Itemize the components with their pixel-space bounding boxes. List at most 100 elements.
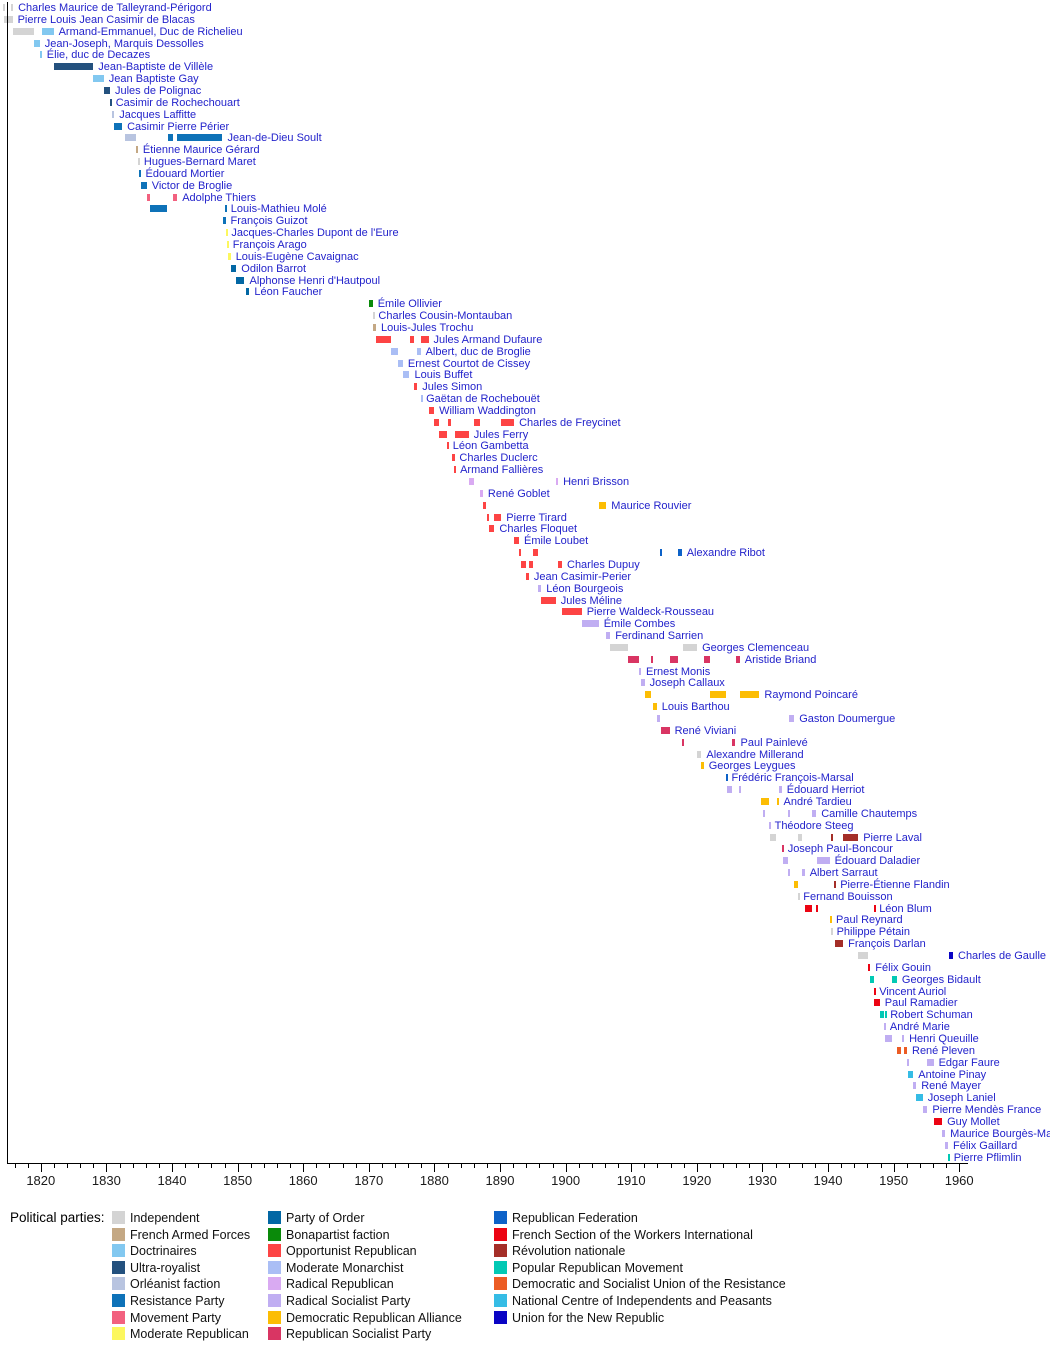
legend-label-orleanist: Orléanist faction (130, 1277, 221, 1292)
pm-name-label: Émile Loubet (524, 535, 589, 548)
pm-name-label: René Mayer (921, 1080, 982, 1093)
pm-name-label: Jean-de-Dieu Soult (227, 132, 322, 145)
term-bar (874, 999, 880, 1007)
term-bar (834, 880, 837, 888)
term-bar (843, 833, 859, 841)
legend-swatch-order (268, 1211, 281, 1224)
axis-minor-tick (841, 1164, 843, 1168)
axis-minor-tick (158, 1164, 160, 1168)
pm-name-label: Hugues-Bernard Maret (143, 156, 256, 168)
legend-swatch-unr (494, 1310, 507, 1324)
term-bar (13, 27, 34, 35)
term-bar (897, 1046, 902, 1054)
term-bar (446, 442, 449, 450)
term-bar (652, 703, 657, 711)
legend-label-bonapartist: Bonapartist faction (286, 1227, 390, 1242)
axis-minor-tick (132, 1164, 134, 1168)
term-bar (150, 205, 167, 213)
pm-name-label: René Pleven (912, 1044, 975, 1057)
term-bar (39, 51, 42, 59)
term-bar (368, 300, 373, 308)
pm-name-label: Léon Faucher (254, 286, 323, 299)
legend-swatch-rep_soc (268, 1327, 281, 1341)
term-bar (558, 560, 562, 568)
pm-name-label: Léon Bourgeois (546, 582, 624, 595)
term-bar (682, 643, 698, 651)
pm-name-label: André Tardieu (783, 795, 852, 808)
axis-minor-tick (919, 1164, 921, 1168)
axis-minor-tick (867, 1164, 869, 1168)
term-bar (701, 762, 704, 770)
legend-label-unr: Union for the New Republic (512, 1310, 665, 1325)
axis-minor-tick (605, 1164, 606, 1168)
term-bar (681, 738, 684, 746)
pm-name-label: Alexandre Millerand (706, 748, 804, 761)
term-bar (816, 857, 830, 865)
pm-name-label: William Waddington (439, 404, 536, 417)
term-bar (788, 809, 790, 817)
axis-minor-tick (736, 1164, 738, 1168)
term-bar (703, 655, 711, 663)
pm-name-label: Alphonse Henri d'Hautpoul (249, 274, 381, 287)
term-bar (927, 1058, 934, 1066)
pm-name-label: Pierre Pflimlin (953, 1151, 1022, 1164)
legend-label-radical_soc: Radical Socialist Party (286, 1294, 411, 1308)
term-bar (124, 134, 137, 142)
term-bar (236, 276, 245, 284)
pm-name-label: Robert Schuman (890, 1009, 973, 1022)
term-bar (439, 430, 447, 438)
legend-label-rep_fed: Republican Federation (512, 1211, 638, 1225)
term-bar (638, 667, 641, 675)
axis-minor-tick (198, 1164, 200, 1168)
legend-swatch-movement (112, 1310, 125, 1324)
term-bar (514, 537, 519, 545)
term-bar (769, 833, 777, 841)
axis-minor-tick (460, 1164, 462, 1168)
axis-minor-tick (224, 1164, 226, 1168)
axis-major-tick (434, 1164, 436, 1172)
axis-minor-tick (578, 1164, 580, 1168)
legend-swatch-moderate_mon (268, 1260, 281, 1274)
legend-label-rep_soc: Republican Socialist Party (286, 1327, 432, 1342)
legend-swatch-radical_rep (268, 1277, 281, 1291)
term-bar (763, 809, 766, 817)
term-bar (641, 679, 645, 687)
axis-minor-tick (395, 1164, 396, 1168)
axis-year-label: 1860 (288, 1173, 318, 1188)
pm-name-label: Henri Brisson (563, 476, 630, 488)
axis-minor-tick (814, 1164, 816, 1168)
term-bar (4, 15, 13, 23)
pm-name-label: François Guizot (230, 215, 308, 228)
term-bar (739, 691, 760, 699)
legend-label-moderate_mon: Moderate Monarchist (286, 1260, 404, 1275)
term-bar (831, 833, 834, 841)
pm-name-label: Charles de Gaulle (958, 950, 1047, 962)
term-bar (479, 489, 483, 497)
term-bar (942, 1129, 946, 1137)
term-bar (541, 596, 556, 604)
pm-name-label: Camille Chautemps (821, 807, 918, 820)
term-bar (3, 4, 6, 11)
legend-title: Political parties: (10, 1210, 105, 1225)
axis-minor-tick (250, 1164, 252, 1168)
pm-name-label: Jean-Joseph, Marquis Dessolles (44, 37, 204, 50)
term-bar (816, 904, 819, 912)
pm-name-label: Aristide Briand (744, 653, 817, 666)
pm-name-label: René Goblet (487, 487, 550, 500)
axis-major-tick (631, 1164, 633, 1172)
term-bar (402, 371, 410, 379)
term-bar (933, 1117, 943, 1125)
legend-swatch-opportunist (268, 1244, 281, 1258)
pm-name-label: Léon Gambetta (452, 440, 529, 453)
term-bar (656, 715, 661, 722)
pm-name-label: Félix Gouin (875, 961, 931, 974)
axis-minor-tick (933, 1164, 934, 1168)
axis-minor-tick (381, 1164, 383, 1168)
pm-name-label: Joseph Callaux (649, 677, 725, 690)
legend-swatch-ultra (112, 1260, 125, 1274)
pm-name-label: Jules Simon (422, 381, 483, 394)
term-bar (140, 181, 147, 189)
term-bar (225, 229, 228, 237)
term-bar (372, 312, 375, 320)
